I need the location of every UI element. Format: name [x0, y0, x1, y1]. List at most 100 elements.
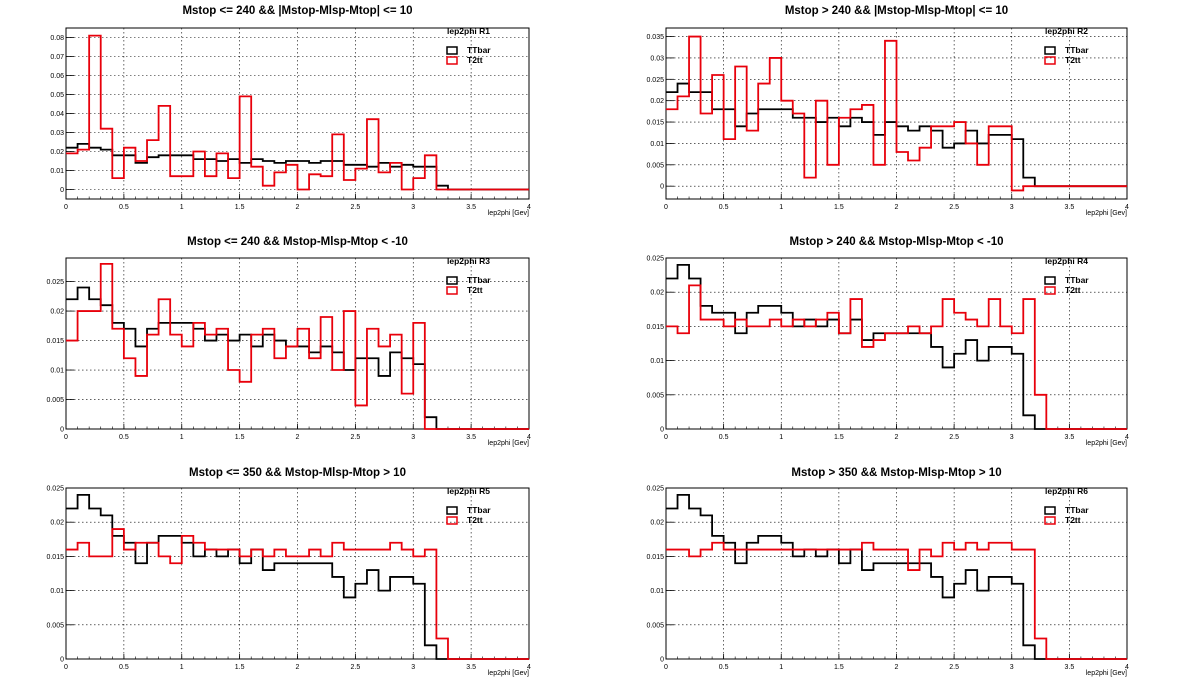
- x-tick-label: 1: [779, 434, 783, 441]
- x-tick-label: 4: [527, 664, 531, 671]
- gridlines: [666, 28, 1127, 199]
- x-tick-label: 2: [895, 664, 899, 671]
- y-tick-label: 0.005: [646, 622, 664, 629]
- x-tick-label: 1.5: [235, 434, 245, 441]
- x-tick-label: 4: [527, 434, 531, 441]
- x-tick-label: 3: [1010, 434, 1014, 441]
- y-tick-label: 0.08: [50, 35, 64, 42]
- x-tick-label: 2.5: [351, 664, 361, 671]
- histogram-series-t2tt: [66, 528, 529, 660]
- stats-label: lep2phi R3: [447, 256, 490, 266]
- gridlines: [666, 258, 1127, 429]
- y-tick-label: 0.03: [650, 55, 664, 62]
- chart-panel-1: Mstop <= 240 && |Mstop-Mlsp-Mtop| <= 10 0…: [50, 5, 531, 217]
- x-axis-label: lep2phi [Gev]: [1086, 440, 1127, 447]
- legend-swatch-t2tt: [446, 516, 458, 525]
- y-tick-label: 0.025: [646, 256, 664, 263]
- y-tick-label: 0.005: [46, 622, 64, 629]
- y-tick-label: 0: [60, 427, 64, 434]
- x-tick-label: 3.5: [466, 664, 476, 671]
- x-tick-label: 4: [1125, 664, 1129, 671]
- x-tick-label: 0.5: [119, 434, 129, 441]
- histogram-series-t2tt: [66, 262, 529, 430]
- legend-label-t2tt: T2tt: [467, 55, 483, 65]
- legend-swatch-ttbar: [446, 46, 458, 55]
- x-axis-label: lep2phi [Gev]: [488, 210, 529, 217]
- y-tick-label: 0.02: [650, 290, 664, 297]
- x-tick-label: 2.5: [949, 434, 959, 441]
- x-tick-label: 0: [64, 664, 68, 671]
- y-tick-label: 0: [60, 657, 64, 664]
- legend-label-t2tt: T2tt: [1065, 55, 1081, 65]
- x-tick-label: 0.5: [719, 434, 729, 441]
- y-tick-label: 0: [660, 657, 664, 664]
- x-tick-label: 2: [296, 664, 300, 671]
- stats-label: lep2phi R5: [447, 486, 490, 496]
- x-tick-label: 1: [779, 204, 783, 211]
- y-tick-label: 0.06: [50, 73, 64, 80]
- x-tick-label: 0: [64, 204, 68, 211]
- x-tick-label: 0.5: [719, 204, 729, 211]
- histogram-series-ttbar: [666, 493, 1127, 660]
- stats-label: lep2phi R4: [1045, 256, 1088, 266]
- legend-swatch-t2tt: [446, 286, 458, 295]
- y-tick-label: 0.005: [646, 392, 664, 399]
- y-tick-label: 0.005: [46, 397, 64, 404]
- x-tick-label: 1.5: [235, 664, 245, 671]
- legend-swatch-ttbar: [1044, 506, 1056, 515]
- y-tick-label: 0.01: [650, 588, 664, 595]
- x-tick-label: 0: [664, 434, 668, 441]
- x-tick-label: 2: [296, 204, 300, 211]
- x-axis-label: lep2phi [Gev]: [488, 440, 529, 447]
- x-tick-label: 3: [1010, 204, 1014, 211]
- y-tick-label: 0.01: [50, 168, 64, 175]
- x-axis-label: lep2phi [Gev]: [1086, 210, 1127, 217]
- histogram-series-t2tt: [666, 284, 1127, 430]
- y-tick-label: 0.03: [50, 130, 64, 137]
- x-tick-label: 1: [180, 434, 184, 441]
- gridlines: [66, 488, 529, 659]
- y-tick-label: 0.04: [50, 111, 64, 118]
- x-tick-label: 2: [296, 434, 300, 441]
- x-tick-label: 4: [527, 204, 531, 211]
- legend-label-ttbar: TTbar: [1065, 275, 1089, 285]
- y-tick-label: 0: [60, 187, 64, 194]
- x-tick-label: 4: [1125, 204, 1129, 211]
- y-tick-label: 0.015: [646, 554, 664, 561]
- chart-title: Mstop <= 240 && |Mstop-Mlsp-Mtop| <= 10: [182, 5, 412, 17]
- x-tick-label: 2: [895, 204, 899, 211]
- y-tick-label: 0.005: [646, 162, 664, 169]
- y-tick-label: 0.02: [650, 520, 664, 527]
- x-axis-label: lep2phi [Gev]: [488, 670, 529, 677]
- chart-panel-6: Mstop > 350 && Mstop-Mlsp-Mtop > 10 0 0.5 1…: [646, 467, 1129, 677]
- y-tick-label: 0.015: [46, 338, 64, 345]
- legend-label-ttbar: TTbar: [1065, 45, 1089, 55]
- stats-label: lep2phi R6: [1045, 486, 1088, 496]
- x-tick-label: 1.5: [235, 204, 245, 211]
- chart-title: Mstop > 240 && Mstop-Mlsp-Mtop < -10: [789, 236, 1003, 248]
- stats-label: lep2phi R2: [1045, 26, 1088, 36]
- x-tick-label: 0: [64, 434, 68, 441]
- y-tick-label: 0.015: [646, 324, 664, 331]
- y-tick-label: 0.015: [46, 554, 64, 561]
- x-tick-label: 1: [779, 664, 783, 671]
- x-tick-label: 3.5: [466, 204, 476, 211]
- legend-swatch-ttbar: [1044, 46, 1056, 55]
- y-tick-label: 0.02: [50, 149, 64, 156]
- legend-label-t2tt: T2tt: [467, 515, 483, 525]
- y-tick-label: 0.025: [646, 77, 664, 84]
- legend-label-ttbar: TTbar: [467, 45, 491, 55]
- x-tick-label: 3.5: [1065, 204, 1075, 211]
- legend-swatch-t2tt: [1044, 56, 1056, 65]
- legend-label-ttbar: TTbar: [467, 505, 491, 515]
- y-tick-label: 0.02: [50, 309, 64, 316]
- y-tick-label: 0.01: [50, 588, 64, 595]
- histogram-series-t2tt: [66, 34, 529, 191]
- legend-swatch-t2tt: [1044, 286, 1056, 295]
- y-tick-label: 0: [660, 184, 664, 191]
- chart-panel-3: Mstop <= 240 && Mstop-Mlsp-Mtop < -10 0 0.…: [46, 236, 531, 447]
- histogram-series-t2tt: [666, 541, 1127, 660]
- gridlines: [66, 28, 529, 199]
- chart-title: Mstop > 350 && Mstop-Mlsp-Mtop > 10: [791, 467, 1001, 479]
- chart-panel-5: Mstop <= 350 && Mstop-Mlsp-Mtop > 10 0 0.5…: [46, 467, 531, 677]
